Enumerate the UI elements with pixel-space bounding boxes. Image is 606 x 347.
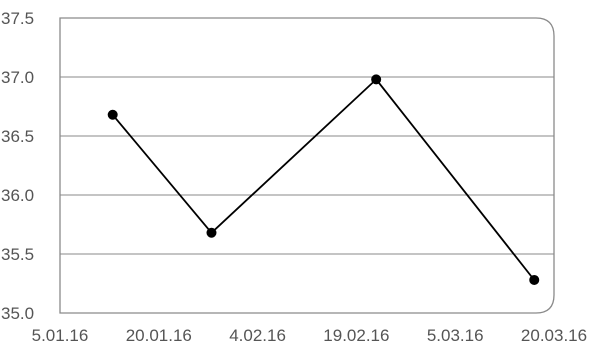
data-point (107, 109, 118, 120)
x-tick-label: 20.01.16 (126, 326, 192, 345)
y-tick-label: 37.5 (1, 9, 34, 28)
data-point (529, 274, 540, 285)
x-tick-label: 5.01.16 (32, 326, 89, 345)
data-point (206, 227, 217, 238)
y-tick-label: 35.5 (1, 245, 34, 264)
y-axis-tick-labels: 35.0 35.5 36.0 36.5 37.0 37.5 (1, 9, 34, 323)
data-point (371, 74, 382, 85)
plot-frame (59, 17, 555, 314)
series-line (112, 78, 535, 281)
x-tick-label: 5.03.16 (427, 326, 484, 345)
grid-lines (60, 76, 554, 255)
x-tick-label: 4.02.16 (229, 326, 286, 345)
x-tick-label: 19.02.16 (323, 326, 389, 345)
x-axis-tick-labels: 5.01.16 20.01.16 4.02.16 19.02.16 5.03.16 20.… (32, 326, 587, 345)
series-layer (107, 74, 540, 285)
y-tick-label: 35.0 (1, 304, 34, 323)
y-tick-label: 36.0 (1, 186, 34, 205)
y-tick-label: 37.0 (1, 68, 34, 87)
y-tick-label: 36.5 (1, 127, 34, 146)
x-tick-label: 20.03.16 (521, 326, 587, 345)
